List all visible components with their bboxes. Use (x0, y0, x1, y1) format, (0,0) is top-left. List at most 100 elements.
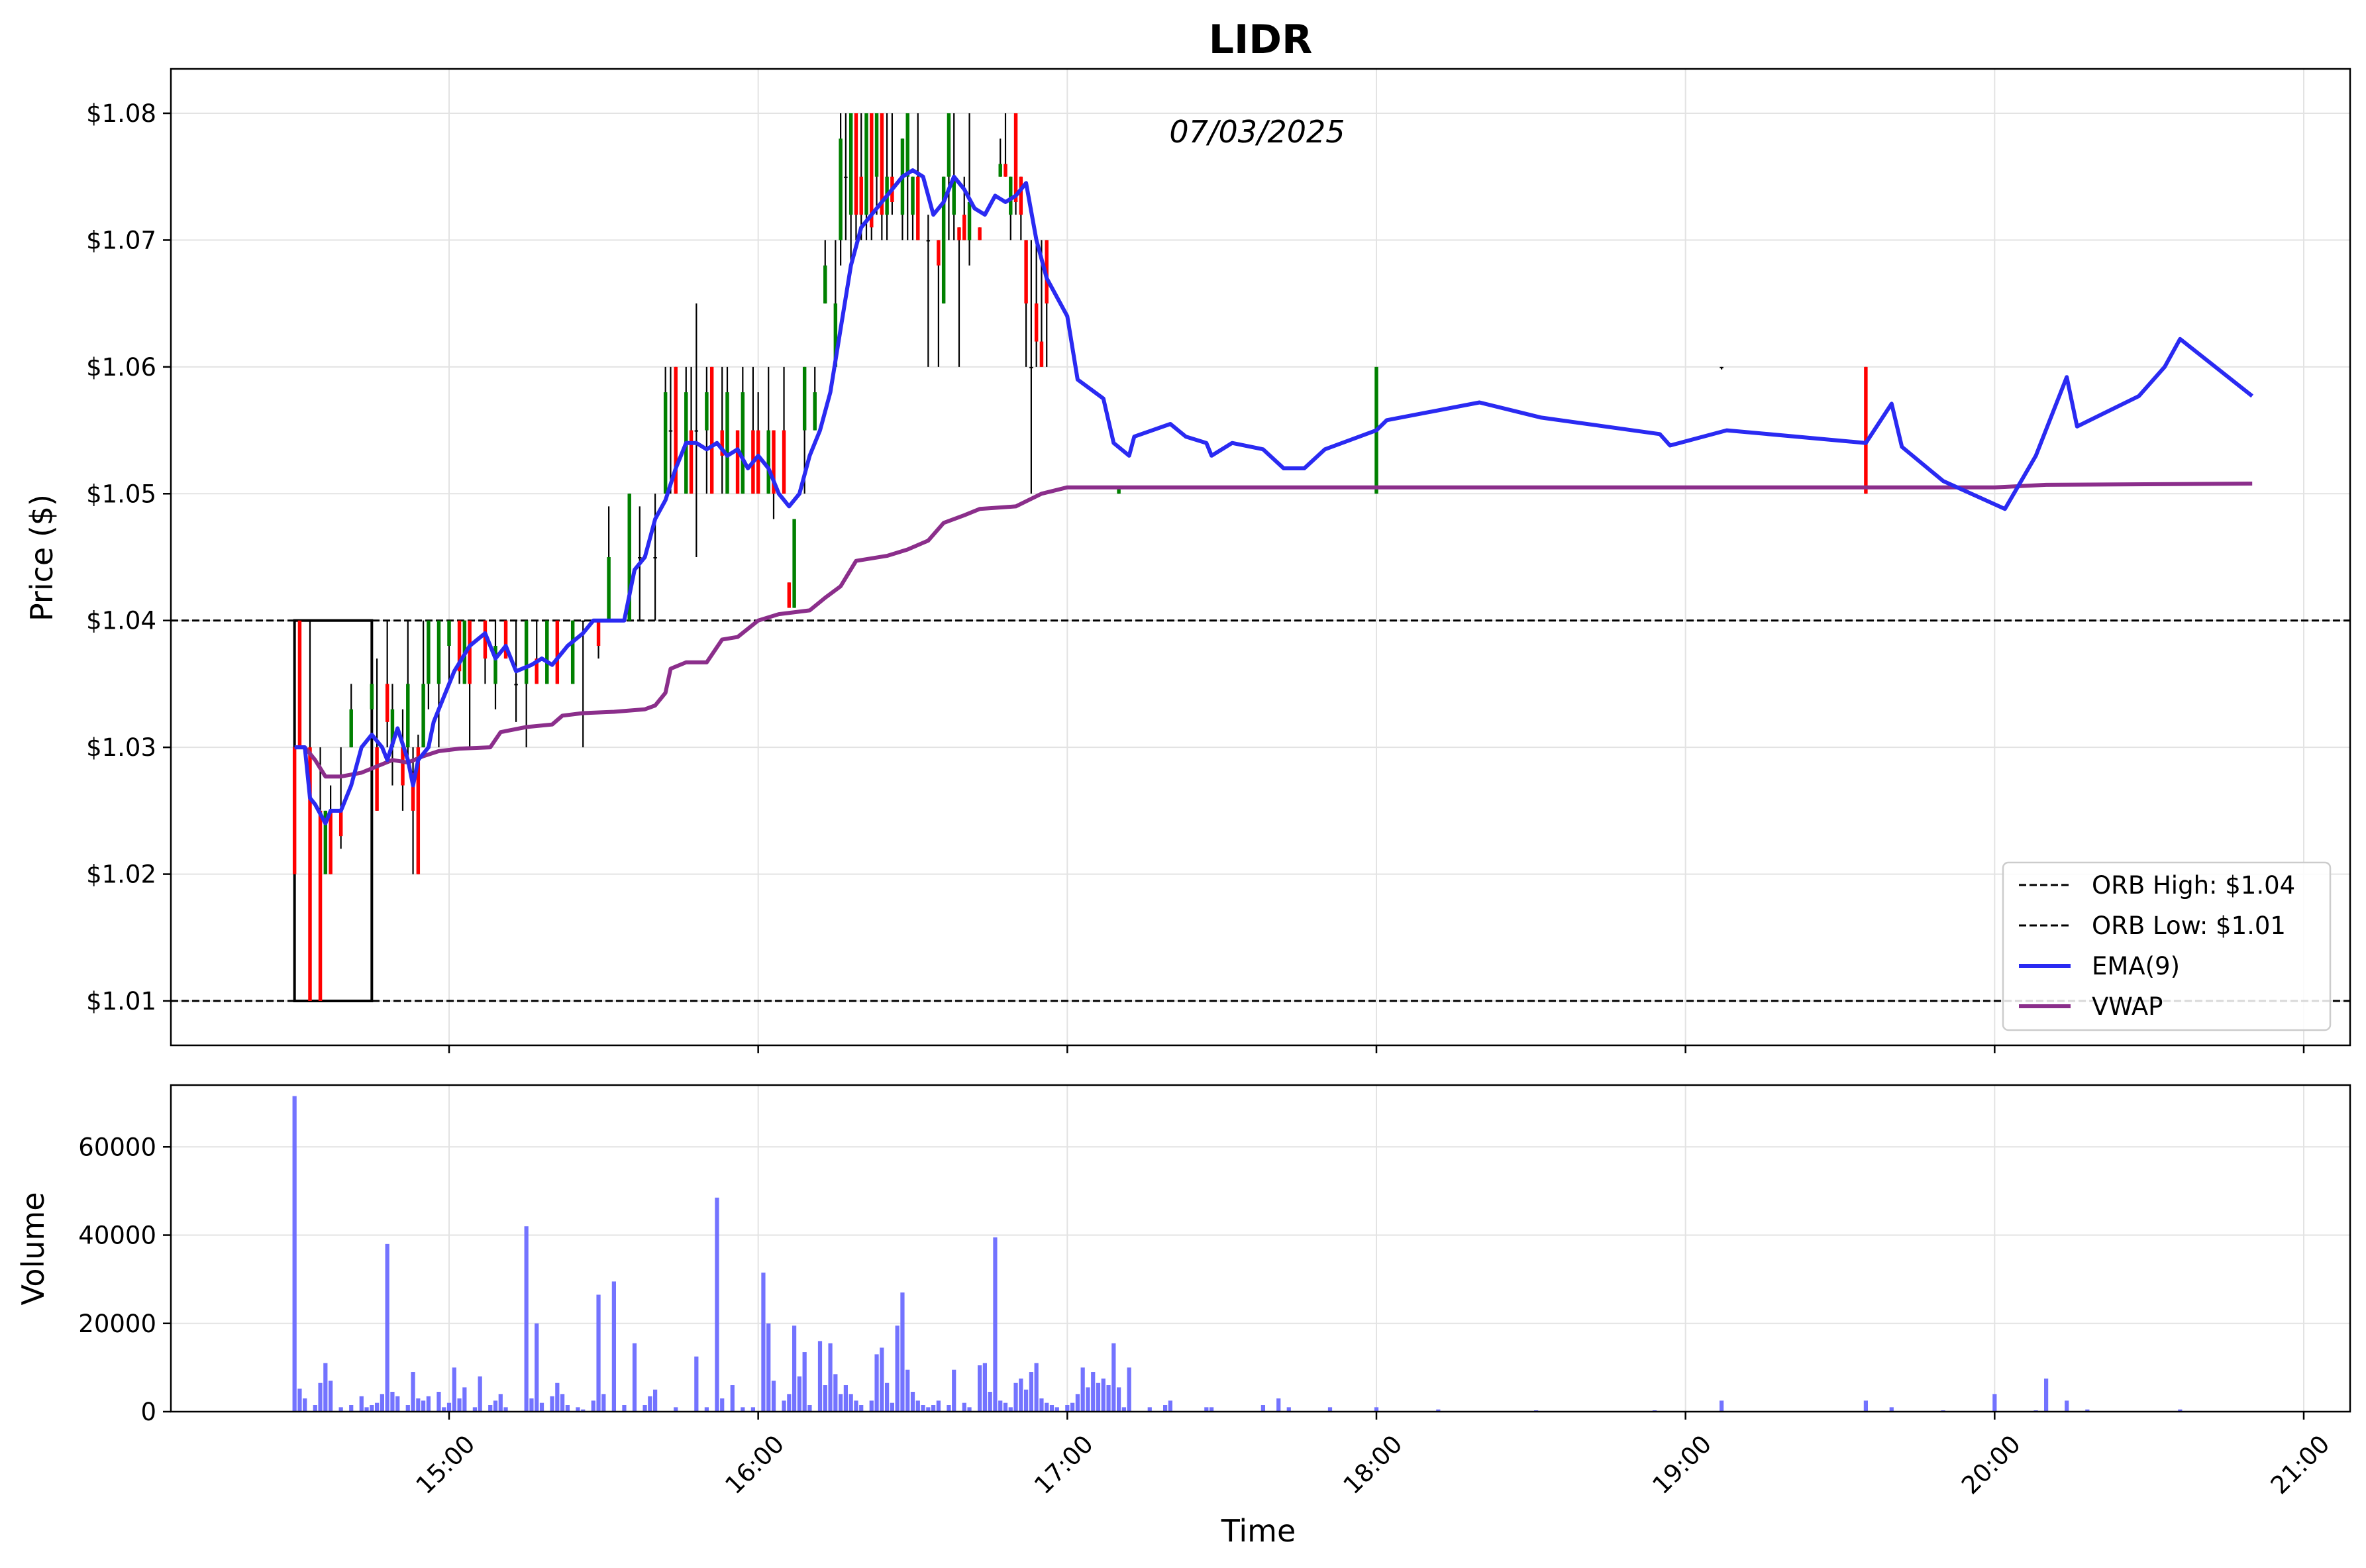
volume-bar (823, 1385, 827, 1412)
candle (756, 392, 760, 494)
candle-body (323, 810, 328, 874)
volume-bar (462, 1387, 467, 1412)
candle-body (813, 392, 817, 431)
volume-bar (442, 1407, 446, 1412)
volume-bar (576, 1407, 580, 1412)
volume-bar (978, 1365, 982, 1412)
candle (849, 113, 853, 266)
volume-bar (890, 1402, 894, 1412)
volume-bar (318, 1383, 323, 1412)
legend-label-ema: EMA(9) (2092, 952, 2180, 980)
volume-bar (797, 1376, 801, 1412)
candle-body (375, 747, 379, 811)
volume-bar (395, 1396, 400, 1412)
candle (926, 215, 931, 367)
volume-bar (565, 1405, 570, 1412)
volume-bar (437, 1392, 441, 1412)
volume-bar (787, 1394, 792, 1412)
candle (493, 620, 497, 709)
price-y-tick-label: $1.08 (86, 99, 156, 128)
vwap-line (294, 482, 2253, 779)
candle-body (493, 646, 497, 684)
candle-body (978, 227, 982, 240)
candle-body (689, 430, 694, 494)
candle-body (416, 747, 421, 874)
candle (329, 785, 333, 874)
candle (694, 303, 699, 557)
volume-bar (1374, 1407, 1379, 1412)
volume-bar (1121, 1407, 1126, 1412)
volume-bar (750, 1407, 755, 1412)
volume-bar (720, 1398, 725, 1412)
candle-body (839, 138, 843, 240)
candle (596, 620, 601, 659)
candle (720, 366, 724, 494)
volume-bar (926, 1407, 931, 1412)
price-plot-area (171, 69, 2350, 1045)
candle-body (427, 620, 431, 684)
volume-bar (535, 1323, 539, 1412)
candle (570, 620, 575, 684)
candle-body (926, 240, 931, 242)
volume-bar (297, 1388, 302, 1412)
volume-bar (503, 1407, 508, 1412)
candle (741, 366, 745, 494)
candle (823, 240, 827, 304)
volume-bar (1013, 1383, 1018, 1412)
volume-panel-frame (170, 1084, 2351, 1413)
volume-bar (859, 1405, 864, 1412)
candle-body (1019, 176, 1023, 215)
volume-bar (1106, 1385, 1111, 1412)
candle-body (967, 202, 972, 240)
volume-bar (1039, 1398, 1044, 1412)
volume-y-tick-label: 0 (140, 1398, 156, 1426)
candle-body (741, 392, 745, 494)
candle-body (421, 684, 425, 748)
volume-bar (993, 1237, 998, 1412)
candle-body (766, 430, 770, 494)
volume-y-tick-label: 60000 (78, 1133, 156, 1161)
volume-bar (446, 1402, 452, 1412)
volume-bar (653, 1389, 658, 1412)
candle (668, 366, 673, 494)
candle (447, 620, 451, 684)
volume-bar (524, 1226, 529, 1412)
volume-bar (1091, 1372, 1096, 1412)
legend-label-orb-high: ORB High: $1.04 (2092, 871, 2295, 900)
volume-bar (1127, 1367, 1131, 1412)
candle-body (1039, 341, 1044, 367)
volume-bar (338, 1407, 343, 1412)
candle (957, 227, 961, 367)
candle (967, 113, 972, 266)
candle-body (864, 113, 868, 215)
volume-bar (550, 1396, 554, 1412)
candle-body (292, 747, 297, 874)
volume-bar (370, 1405, 374, 1412)
volume-bar (1019, 1379, 1023, 1412)
candle (905, 113, 909, 240)
candle-body (782, 430, 786, 494)
volume-bar (833, 1374, 838, 1412)
legend-label-orb-low: ORB Low: $1.01 (2092, 912, 2286, 940)
volume-bar (643, 1405, 647, 1412)
volume-bar (936, 1400, 941, 1412)
candle-body (503, 620, 508, 659)
candle (880, 113, 884, 240)
candle (782, 366, 786, 494)
volume-bar (1101, 1379, 1106, 1412)
volume-bar (421, 1400, 426, 1412)
candle-body (1034, 303, 1039, 342)
volume-bar (359, 1396, 364, 1412)
candle-body (947, 113, 951, 177)
volume-bar (452, 1367, 456, 1412)
volume-bar (1286, 1407, 1291, 1412)
candle-body (370, 684, 374, 709)
volume-bar (2065, 1400, 2069, 1412)
candle (545, 620, 549, 684)
candle-body (297, 620, 302, 748)
volume-bar (1096, 1383, 1101, 1412)
volume-bar (1049, 1405, 1054, 1412)
volume-bar (931, 1405, 936, 1412)
